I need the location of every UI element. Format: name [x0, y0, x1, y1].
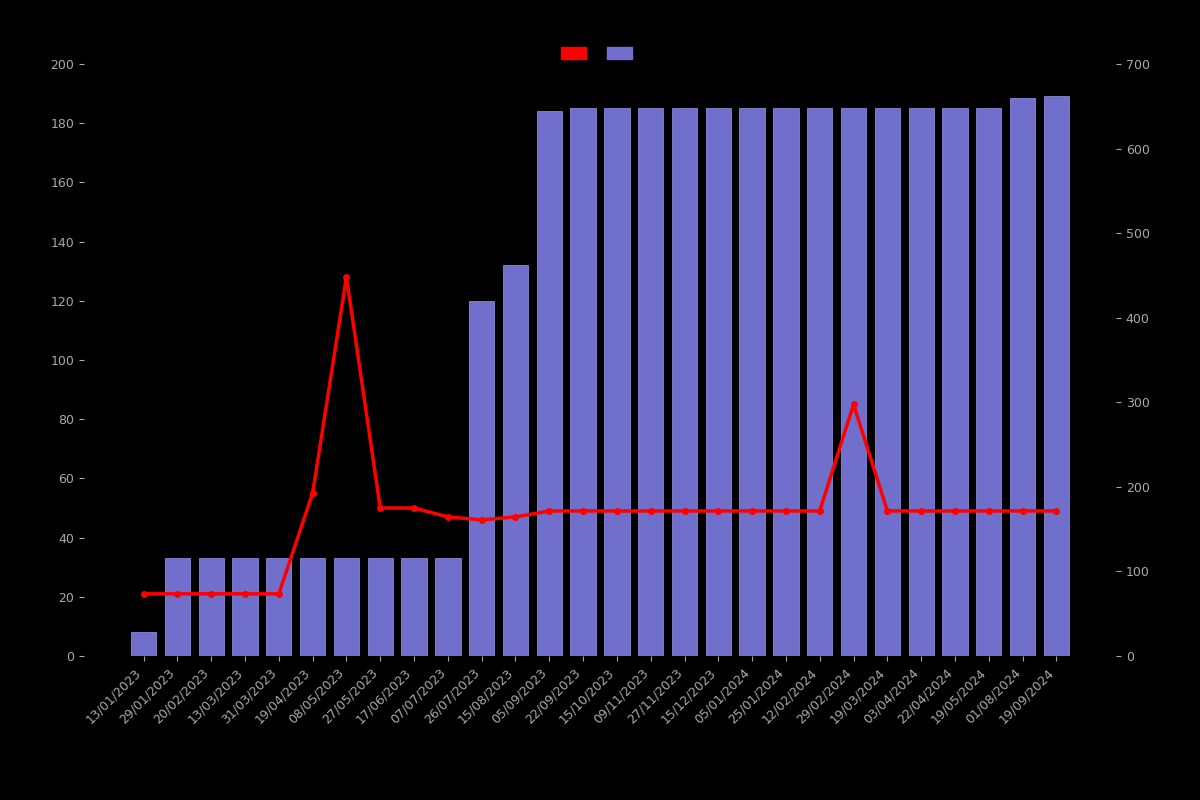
Bar: [605, 108, 630, 656]
Bar: [334, 558, 359, 656]
Bar: [536, 111, 562, 656]
Bar: [908, 108, 934, 656]
Bar: [875, 108, 900, 656]
Bar: [367, 558, 392, 656]
Bar: [436, 558, 461, 656]
Bar: [503, 266, 528, 656]
Bar: [1044, 96, 1069, 656]
Bar: [401, 558, 427, 656]
Bar: [808, 108, 833, 656]
Bar: [706, 108, 731, 656]
Bar: [469, 301, 494, 656]
Bar: [638, 108, 664, 656]
Bar: [773, 108, 799, 656]
Bar: [841, 108, 866, 656]
Bar: [976, 108, 1002, 656]
Bar: [570, 108, 595, 656]
Bar: [131, 632, 156, 656]
Bar: [672, 108, 697, 656]
Bar: [1010, 98, 1036, 656]
Bar: [198, 558, 224, 656]
Legend: , : ,: [556, 42, 644, 66]
Bar: [739, 108, 764, 656]
Bar: [266, 558, 292, 656]
Bar: [233, 558, 258, 656]
Bar: [300, 558, 325, 656]
Bar: [164, 558, 190, 656]
Bar: [942, 108, 967, 656]
